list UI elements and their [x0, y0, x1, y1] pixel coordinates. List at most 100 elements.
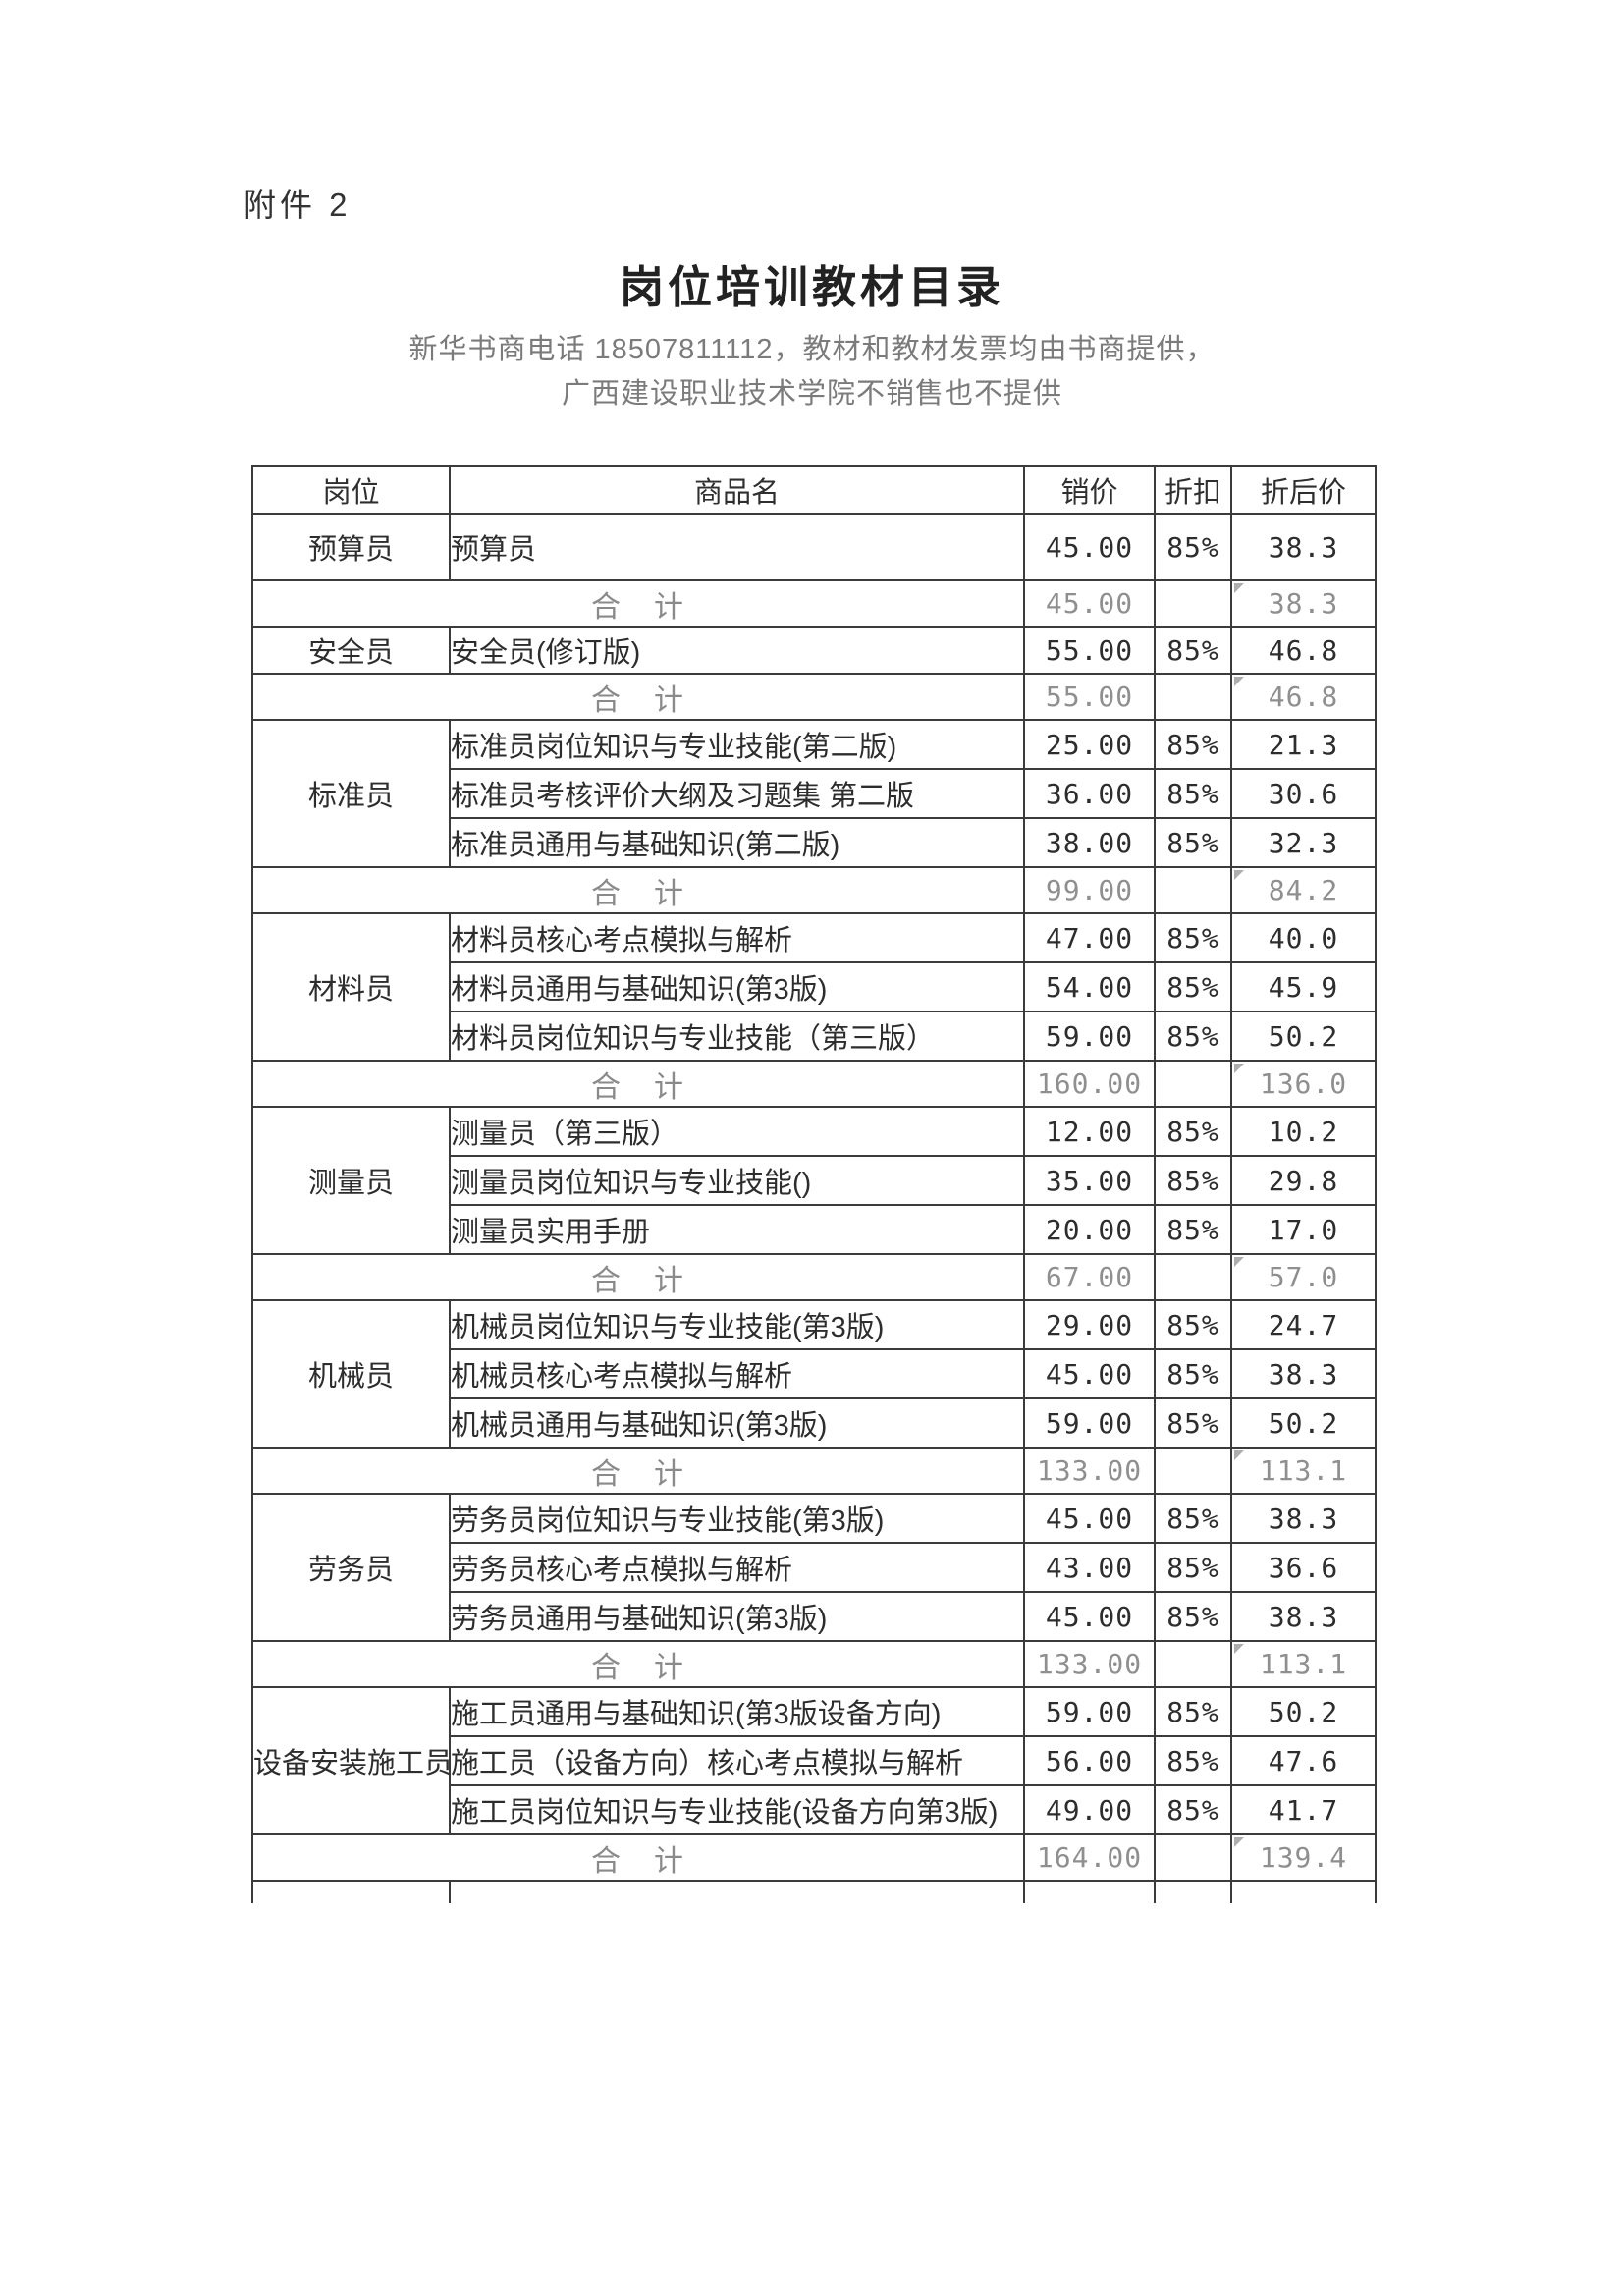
discount-cell: 85% [1154, 513, 1232, 581]
item-row: 标准员 标准员岗位知识与专业技能(第二版) 25.00 85% 21.3 [251, 719, 1377, 868]
discounted-cell: 38.3 [1230, 1591, 1377, 1642]
position-cell: 劳务员 [251, 1493, 451, 1642]
total-price-cell: 67.00 [1023, 1253, 1156, 1301]
position-cell: 测量员 [251, 1106, 451, 1255]
price-cell: 43.00 [1023, 1542, 1156, 1593]
header-discounted-price: 折后价 [1230, 465, 1377, 515]
item-row: 劳务员 劳务员岗位知识与专业技能(第3版) 45.00 85% 38.3 [251, 1493, 1377, 1642]
total-row: 合 计 164.00 139.4 [251, 1833, 1377, 1882]
price-cell: 56.00 [1023, 1735, 1156, 1786]
discounted-cell: 50.2 [1230, 1011, 1377, 1062]
discounted-cell: 41.7 [1230, 1784, 1377, 1835]
total-discounted-cell: 136.0 [1230, 1060, 1377, 1108]
price-cell: 45.00 [1023, 513, 1156, 581]
price-cell: 35.00 [1023, 1155, 1156, 1206]
total-discounted-cell: 113.1 [1230, 1640, 1377, 1688]
discounted-cell: 24.7 [1230, 1299, 1377, 1350]
discounted-cell: 32.3 [1230, 817, 1377, 868]
position-cell: 材料员 [251, 912, 451, 1062]
item-row: 预算员 预算员 45.00 85% 38.3 [251, 513, 1377, 581]
discount-cell: 85% [1154, 1591, 1232, 1642]
price-cell: 25.00 [1023, 719, 1156, 770]
item-row: 机械员通用与基础知识(第3版) 59.00 85% 50.2 [252, 1397, 1377, 1449]
total-row: 合 计 99.00 84.2 [251, 866, 1377, 914]
header-price: 销价 [1023, 465, 1156, 515]
item-row: 材料员通用与基础知识(第3版) 54.00 85% 45.9 [252, 961, 1377, 1012]
discount-cell: 85% [1154, 626, 1232, 675]
total-label-cell: 合 计 [251, 866, 1025, 914]
total-label-cell: 合 计 [251, 1253, 1025, 1301]
discount-cell: 85% [1154, 912, 1232, 963]
item-row: 标准员通用与基础知识(第二版) 38.00 85% 32.3 [252, 817, 1377, 868]
discount-cell: 85% [1154, 719, 1232, 770]
product-cell: 劳务员通用与基础知识(第3版) [449, 1591, 1025, 1642]
position-cell: 预算员 [251, 513, 451, 581]
discount-cell: 85% [1154, 768, 1232, 819]
product-cell: 机械员岗位知识与专业技能(第3版) [449, 1299, 1025, 1350]
item-row: 施工员岗位知识与专业技能(设备方向第3版) 49.00 85% 41.7 [252, 1784, 1377, 1835]
product-cell: 标准员通用与基础知识(第二版) [449, 817, 1025, 868]
product-cell: 测量员实用手册 [449, 1204, 1025, 1255]
total-discount-cell [1154, 1447, 1232, 1495]
product-cell: 标准员考核评价大纲及习题集 第二版 [449, 768, 1025, 819]
total-discount-cell [1154, 866, 1232, 914]
product-cell: 测量员岗位知识与专业技能() [449, 1155, 1025, 1206]
subtitle-line-2: 广西建设职业技术学院不销售也不提供 [561, 378, 1062, 410]
total-price-cell: 164.00 [1023, 1833, 1156, 1882]
product-cell: 机械员核心考点模拟与解析 [449, 1348, 1025, 1399]
product-cell: 材料员核心考点模拟与解析 [449, 912, 1025, 963]
total-discounted-cell: 139.4 [1230, 1833, 1377, 1882]
next-row-stub [251, 1882, 1377, 1903]
discount-cell: 85% [1154, 1348, 1232, 1399]
discounted-cell: 47.6 [1230, 1735, 1377, 1786]
attachment-label: 附件 2 [244, 187, 352, 223]
header-position: 岗位 [251, 465, 451, 515]
price-cell: 45.00 [1023, 1348, 1156, 1399]
total-price-cell: 133.00 [1023, 1640, 1156, 1688]
discount-cell: 85% [1154, 1686, 1232, 1737]
total-label-cell: 合 计 [251, 673, 1025, 721]
table-header-row: 岗位 商品名 销价 折扣 折后价 [251, 465, 1377, 515]
total-price-cell: 160.00 [1023, 1060, 1156, 1108]
discounted-cell: 21.3 [1230, 719, 1377, 770]
total-row: 合 计 55.00 46.8 [251, 673, 1377, 721]
discounted-cell: 38.3 [1230, 1348, 1377, 1399]
total-label-cell: 合 计 [251, 1640, 1025, 1688]
subtitle-line-1: 新华书商电话 18507811112，教材和教材发票均由书商提供， [408, 334, 1216, 365]
product-cell: 劳务员岗位知识与专业技能(第3版) [449, 1493, 1025, 1544]
item-row: 设备安装施工员 施工员通用与基础知识(第3版设备方向) 59.00 85% 50… [251, 1686, 1377, 1835]
catalog-table: 岗位 商品名 销价 折扣 折后价 预算员 预算员 45.00 85% 38.3 … [251, 465, 1377, 1882]
total-discounted-cell: 38.3 [1230, 579, 1377, 628]
total-discounted-cell: 46.8 [1230, 673, 1377, 721]
discount-cell: 85% [1154, 817, 1232, 868]
total-price-cell: 45.00 [1023, 579, 1156, 628]
item-row: 施工员（设备方向）核心考点模拟与解析 56.00 85% 47.6 [252, 1735, 1377, 1786]
price-cell: 54.00 [1023, 961, 1156, 1012]
discount-cell: 85% [1154, 1735, 1232, 1786]
item-row: 安全员 安全员(修订版) 55.00 85% 46.8 [251, 626, 1377, 675]
product-cell: 施工员岗位知识与专业技能(设备方向第3版) [449, 1784, 1025, 1835]
total-label-cell: 合 计 [251, 1447, 1025, 1495]
price-cell: 38.00 [1023, 817, 1156, 868]
product-cell: 预算员 [449, 513, 1025, 581]
price-cell: 49.00 [1023, 1784, 1156, 1835]
total-label-cell: 合 计 [251, 579, 1025, 628]
product-cell: 测量员（第三版） [449, 1106, 1025, 1157]
discounted-cell: 38.3 [1230, 1493, 1377, 1544]
total-price-cell: 133.00 [1023, 1447, 1156, 1495]
discounted-cell: 38.3 [1230, 513, 1377, 581]
discounted-cell: 29.8 [1230, 1155, 1377, 1206]
discounted-cell: 30.6 [1230, 768, 1377, 819]
total-discounted-cell: 113.1 [1230, 1447, 1377, 1495]
discounted-cell: 45.9 [1230, 961, 1377, 1012]
price-cell: 36.00 [1023, 768, 1156, 819]
discount-cell: 85% [1154, 961, 1232, 1012]
price-cell: 29.00 [1023, 1299, 1156, 1350]
total-discount-cell [1154, 1833, 1232, 1882]
discount-cell: 85% [1154, 1204, 1232, 1255]
position-cell: 机械员 [251, 1299, 451, 1449]
total-row: 合 计 133.00 113.1 [251, 1640, 1377, 1688]
total-discount-cell [1154, 1640, 1232, 1688]
discounted-cell: 40.0 [1230, 912, 1377, 963]
